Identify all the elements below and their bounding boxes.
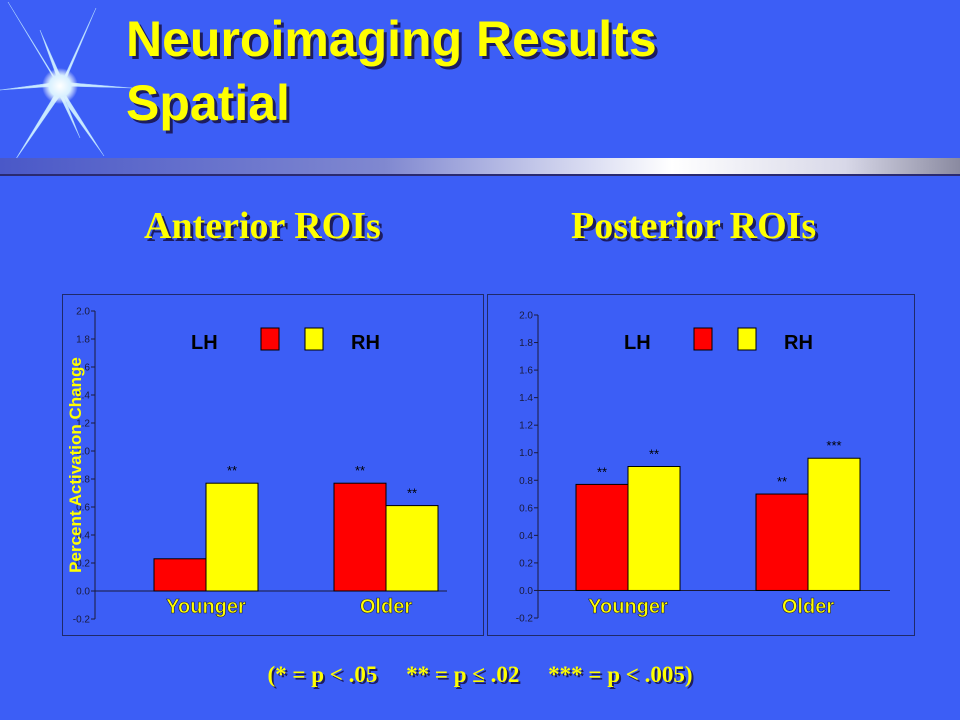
significance-marker: ** <box>407 486 417 501</box>
y-tick-label: -0.2 <box>73 615 91 626</box>
y-tick-label: 1.8 <box>519 338 533 349</box>
bar-rh-older <box>807 457 861 591</box>
y-tick-label: 1.6 <box>519 366 533 377</box>
y-tick-label: -0.2 <box>516 614 534 625</box>
posterior-chart-svg: 2.0 1.8 1.6 1.4 1.2 1.0 0.8 0.6 0.4 0.2 0.0 -0.2 LH R… <box>516 311 890 625</box>
bar-rh-older <box>385 505 439 592</box>
x-category-label-younger: Younger <box>588 596 668 618</box>
y-tick-label: 1.2 <box>76 419 90 430</box>
y-axis-label: Percent Activation Change <box>66 357 85 573</box>
significance-marker: ** <box>777 474 787 489</box>
y-tick-label: 1.8 <box>76 335 90 346</box>
y-tick-label: 0.6 <box>519 503 533 514</box>
y-tick-label: 0.2 <box>76 559 90 570</box>
y-tick-label: 1.4 <box>76 391 90 402</box>
y-tick-label: 2.0 <box>76 307 90 318</box>
legend-swatch-rh <box>737 327 757 351</box>
significance-marker: *** <box>826 438 841 453</box>
significance-marker: ** <box>227 463 237 478</box>
y-tick-label: 0.2 <box>519 558 533 569</box>
y-tick-label: 1.0 <box>76 447 90 458</box>
starburst-logo <box>0 1 133 163</box>
significance-footnote: (* = p < .05 ** = p ≤ .02 *** = p < .005… <box>267 662 693 687</box>
anterior-panel-title: Anterior ROIs <box>144 205 381 247</box>
bar-lh-younger <box>575 483 629 591</box>
y-tick-label: 0.4 <box>76 531 90 542</box>
bar-lh-older <box>333 482 387 592</box>
slide-title: Neuroimaging Results <box>126 11 657 67</box>
posterior-panel-title: Posterior ROIs <box>571 205 817 247</box>
y-tick-label: 0.0 <box>76 587 90 598</box>
legend-label-lh: LH <box>191 332 218 354</box>
legend-label-rh: RH <box>784 332 813 354</box>
y-tick-label: 1.0 <box>519 448 533 459</box>
legend-label-lh: LH <box>624 332 651 354</box>
significance-marker: ** <box>649 447 659 462</box>
y-tick-label: 0.0 <box>519 586 533 597</box>
slide-subtitle: Spatial <box>126 75 290 131</box>
legend-swatch-lh <box>260 327 280 351</box>
y-tick-label: 0.4 <box>519 531 533 542</box>
x-category-label-older: Older <box>360 596 412 618</box>
anterior-chart-svg: 2.0 1.8 1.6 1.4 1.2 1.0 0.8 0.6 0.4 0.2 0.0 -0.2 Per… <box>66 307 447 626</box>
y-tick-label: 0.8 <box>519 476 533 487</box>
x-category-label-younger: Younger <box>166 596 246 618</box>
legend-swatch-rh <box>304 327 324 351</box>
bar-lh-older <box>755 493 809 591</box>
anterior-chart: 2.0 1.8 1.6 1.4 1.2 1.0 0.8 0.6 0.4 0.2 0.0 -0.2 Per… <box>62 294 484 636</box>
legend-swatch-lh <box>693 327 713 351</box>
y-tick-label: 2.0 <box>519 311 533 322</box>
y-tick-label: 0.8 <box>76 475 90 486</box>
bar-rh-younger <box>205 482 259 592</box>
legend-label-rh: RH <box>351 332 380 354</box>
significance-marker: ** <box>597 464 607 479</box>
significance-marker: ** <box>355 463 365 478</box>
title-divider <box>0 158 960 174</box>
y-tick-label: 1.2 <box>519 421 533 432</box>
posterior-chart: 2.0 1.8 1.6 1.4 1.2 1.0 0.8 0.6 0.4 0.2 0.0 -0.2 LH R… <box>487 294 915 636</box>
title-divider-shadow <box>0 174 960 176</box>
y-tick-label: 1.4 <box>519 393 533 404</box>
y-tick-label: 0.6 <box>76 503 90 514</box>
bar-lh-younger <box>153 558 207 592</box>
x-category-label-older: Older <box>782 596 834 618</box>
bar-rh-younger <box>627 466 681 591</box>
y-tick-label: 1.6 <box>76 363 90 374</box>
